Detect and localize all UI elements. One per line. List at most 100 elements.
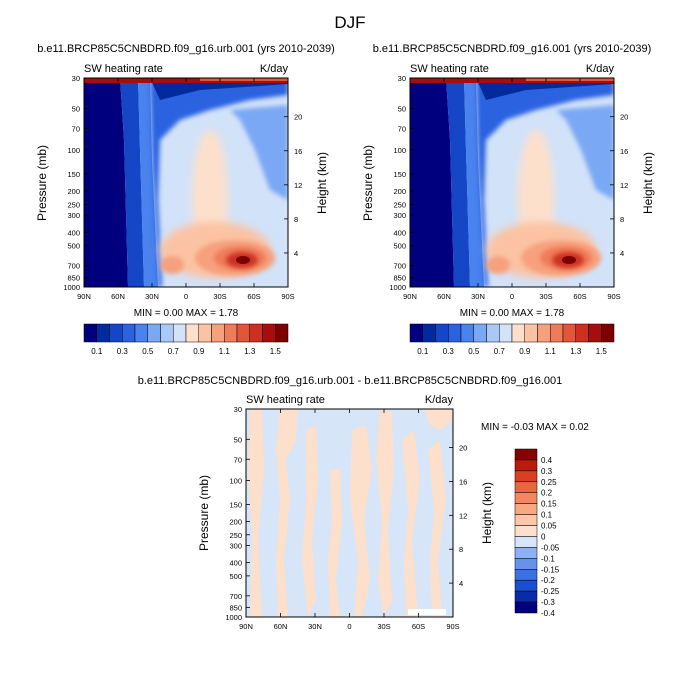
colorbar-swatch bbox=[514, 525, 538, 537]
panel-urb: b.e11.BRCP85C5CNBDRD.f09_g16.urb.001 (yr… bbox=[35, 43, 335, 356]
colorbar-swatch bbox=[514, 536, 538, 548]
y-tick-label: 400 bbox=[393, 228, 406, 237]
y-axis-right-label: Height (km) bbox=[641, 152, 655, 214]
y-tick-label: 500 bbox=[229, 572, 242, 581]
colorbar-swatch bbox=[486, 323, 500, 343]
y-tick-label: 150 bbox=[67, 170, 80, 179]
colorbar-swatch bbox=[575, 323, 589, 343]
x-tick-label: 30S bbox=[377, 622, 390, 631]
colorbar: 0.1 0.3 0.5 0.7 0.9 1.1 1.3 1.5 bbox=[83, 323, 289, 356]
colorbar-swatch bbox=[588, 323, 602, 343]
colorbar-swatch bbox=[173, 323, 187, 343]
y-tick-label: 30 bbox=[72, 74, 80, 83]
y-tick-label: 150 bbox=[229, 500, 242, 509]
colorbar-label: 0.7 bbox=[494, 347, 506, 356]
colorbar-swatch bbox=[514, 492, 538, 504]
heatmap-field bbox=[84, 78, 288, 287]
x-tick-label: 0 bbox=[510, 292, 514, 301]
panel-right-label: K/day bbox=[586, 63, 615, 75]
colorbar-swatch bbox=[249, 323, 263, 343]
y-tick-label: 200 bbox=[229, 518, 242, 527]
x-tick-label: 60N bbox=[274, 622, 288, 631]
y-axis-label: Pressure (mb) bbox=[197, 475, 211, 551]
y-right-tick-label: 4 bbox=[294, 249, 298, 258]
panel-control: b.e11.BRCP85C5CNBDRD.f09_g16.001 (yrs 20… bbox=[361, 43, 655, 356]
colorbar-swatch bbox=[524, 323, 538, 343]
colorbar-label: 0.3 bbox=[117, 347, 129, 356]
panel-left-label: SW heating rate bbox=[410, 63, 489, 75]
colorbar-swatch bbox=[83, 323, 97, 343]
colorbar-label: 0.2 bbox=[541, 489, 553, 498]
colorbar-label: -0.25 bbox=[541, 587, 560, 596]
y-tick-label: 850 bbox=[67, 273, 80, 282]
colorbar-label: -0.05 bbox=[541, 543, 560, 552]
x-tick-label: 30S bbox=[213, 292, 226, 301]
heatmap-field bbox=[246, 409, 453, 617]
colorbar-swatch bbox=[422, 323, 436, 343]
stats-label: MIN = 0.00 MAX = 1.78 bbox=[134, 308, 239, 319]
x-tick-label: 30S bbox=[539, 292, 552, 301]
panel-title: b.e11.BRCP85C5CNBDRD.f09_g16.urb.001 - b… bbox=[138, 375, 563, 387]
y-tick-label: 70 bbox=[398, 125, 406, 134]
colorbar-label: 1.3 bbox=[244, 347, 256, 356]
y-right-tick-label: 8 bbox=[294, 215, 298, 224]
x-tick-label: 30N bbox=[308, 622, 322, 631]
x-tick-label: 60N bbox=[437, 292, 451, 301]
colorbar-swatch bbox=[224, 323, 238, 343]
y-tick-label: 50 bbox=[72, 104, 80, 113]
colorbar-swatch bbox=[550, 323, 564, 343]
colorbar-swatch bbox=[514, 569, 538, 581]
x-tick-label: 60N bbox=[111, 292, 125, 301]
y-tick-label: 850 bbox=[393, 273, 406, 282]
y-tick-label: 250 bbox=[393, 200, 406, 209]
colorbar-label: 0.1 bbox=[91, 347, 103, 356]
colorbar-swatch bbox=[409, 323, 423, 343]
y-tick-label: 300 bbox=[393, 211, 406, 220]
y-tick-label: 50 bbox=[398, 104, 406, 113]
x-tick-label: 60S bbox=[247, 292, 260, 301]
colorbar-swatch bbox=[435, 323, 449, 343]
y-right-tick-label: 12 bbox=[459, 511, 467, 520]
colorbar-swatch bbox=[514, 547, 538, 559]
y-tick-label: 100 bbox=[393, 146, 406, 155]
y-right-tick-label: 8 bbox=[459, 545, 463, 554]
x-tick-label: 90N bbox=[77, 292, 91, 301]
colorbar-swatch bbox=[211, 323, 225, 343]
colorbar-swatch bbox=[514, 558, 538, 570]
colorbar-swatch bbox=[601, 323, 615, 343]
y-right-tick-label: 20 bbox=[294, 113, 302, 122]
colorbar-swatch bbox=[514, 459, 538, 472]
colorbar-label: -0.3 bbox=[541, 598, 555, 607]
colorbar-swatch bbox=[514, 514, 538, 526]
y-right-tick-label: 4 bbox=[459, 579, 463, 588]
colorbar-swatch bbox=[147, 323, 161, 343]
colorbar-swatch bbox=[160, 323, 174, 343]
panel-title: b.e11.BRCP85C5CNBDRD.f09_g16.urb.001 (yr… bbox=[37, 43, 335, 55]
colorbar-swatch bbox=[514, 590, 538, 603]
colorbar-label: 0 bbox=[541, 532, 546, 541]
colorbar-swatch bbox=[275, 323, 289, 343]
colorbar-label: 0.5 bbox=[468, 347, 480, 356]
y-right-tick-label: 4 bbox=[620, 249, 624, 258]
colorbar-swatch bbox=[514, 579, 538, 592]
colorbar-label: 1.1 bbox=[545, 347, 557, 356]
colorbar-label: 0.3 bbox=[541, 467, 553, 476]
colorbar-label: 1.5 bbox=[596, 347, 608, 356]
y-tick-label: 250 bbox=[67, 200, 80, 209]
colorbar-swatch bbox=[109, 323, 123, 343]
y-tick-label: 300 bbox=[229, 542, 242, 551]
x-tick-label: 90N bbox=[239, 622, 253, 631]
y-tick-label: 700 bbox=[67, 262, 80, 271]
colorbar-label: 0.25 bbox=[541, 478, 557, 487]
colorbar-label: -0.15 bbox=[541, 565, 560, 574]
x-tick-label: 30N bbox=[145, 292, 159, 301]
y-tick-label: 30 bbox=[234, 405, 242, 414]
colorbar-swatch bbox=[537, 323, 551, 343]
colorbar: 0.1 0.3 0.5 0.7 0.9 1.1 1.3 1.5 bbox=[409, 323, 615, 356]
y-axis-right-label: Height (km) bbox=[315, 152, 329, 214]
panel-right-label: K/day bbox=[425, 394, 454, 406]
panel-right-label: K/day bbox=[260, 63, 289, 75]
y-tick-label: 150 bbox=[393, 170, 406, 179]
x-tick-label: 0 bbox=[184, 292, 188, 301]
